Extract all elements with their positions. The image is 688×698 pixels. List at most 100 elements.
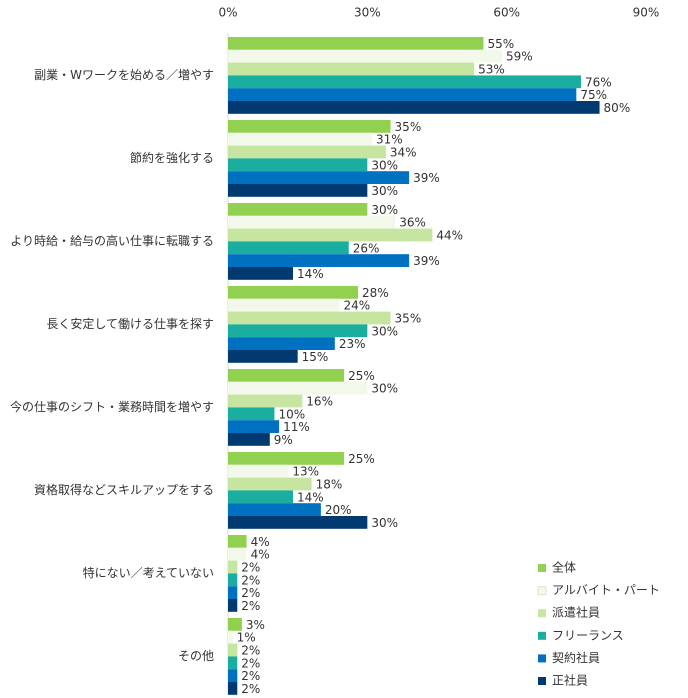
bar bbox=[228, 369, 345, 382]
value-label: 20% bbox=[325, 503, 352, 517]
category-label: 今の仕事のシフト・業務時間を増やす bbox=[10, 399, 214, 414]
bar bbox=[228, 158, 368, 172]
bar bbox=[228, 184, 368, 197]
bar bbox=[228, 120, 391, 133]
bar bbox=[228, 101, 600, 114]
value-label: 2% bbox=[241, 669, 260, 683]
bar bbox=[228, 381, 368, 395]
category-label: 特にない／考えていない bbox=[83, 565, 214, 580]
bar bbox=[228, 145, 386, 159]
value-label: 24% bbox=[343, 299, 370, 313]
bar bbox=[228, 241, 349, 255]
bar bbox=[228, 618, 242, 631]
value-label: 14% bbox=[297, 267, 324, 281]
legend-swatch bbox=[538, 677, 546, 685]
bar bbox=[228, 62, 475, 76]
legend-label: 契約社員 bbox=[552, 650, 600, 665]
bar bbox=[228, 503, 321, 516]
value-label: 30% bbox=[371, 324, 398, 338]
value-label: 30% bbox=[371, 203, 398, 217]
value-label: 1% bbox=[237, 631, 256, 645]
legend-label: 正社員 bbox=[552, 673, 588, 688]
bar bbox=[228, 420, 280, 433]
category-label: その他 bbox=[178, 649, 214, 663]
category-label: 資格取得などスキルアップをする bbox=[34, 482, 214, 497]
legend-label: 派遣社員 bbox=[552, 605, 600, 620]
value-label: 30% bbox=[371, 516, 398, 530]
value-label: 2% bbox=[241, 656, 260, 670]
bar bbox=[228, 88, 577, 101]
legend-label: アルバイト・パート bbox=[552, 583, 660, 597]
value-label: 35% bbox=[395, 120, 422, 134]
value-label: 2% bbox=[241, 682, 260, 696]
bar bbox=[228, 49, 503, 63]
value-label: 10% bbox=[278, 407, 305, 421]
value-label: 2% bbox=[241, 573, 260, 587]
bar bbox=[228, 337, 335, 350]
bar bbox=[228, 682, 238, 695]
bar bbox=[228, 630, 233, 644]
value-label: 76% bbox=[585, 75, 612, 89]
bar bbox=[228, 215, 396, 229]
bar bbox=[228, 171, 410, 184]
bar bbox=[228, 433, 270, 446]
bar bbox=[228, 286, 359, 299]
bar bbox=[228, 535, 247, 548]
value-label: 30% bbox=[371, 158, 398, 172]
bar bbox=[228, 267, 294, 280]
value-label: 25% bbox=[348, 452, 375, 466]
legend-swatch bbox=[537, 586, 547, 596]
x-tick-label: 30% bbox=[354, 6, 381, 20]
value-label: 28% bbox=[362, 286, 389, 300]
bar bbox=[228, 254, 410, 267]
bar bbox=[228, 599, 238, 612]
value-label: 36% bbox=[399, 216, 426, 230]
bar bbox=[228, 477, 312, 491]
value-label: 14% bbox=[297, 490, 324, 504]
x-tick-label: 90% bbox=[633, 6, 660, 20]
value-label: 25% bbox=[348, 369, 375, 383]
bar bbox=[228, 656, 238, 670]
value-label: 11% bbox=[283, 420, 310, 434]
value-label: 59% bbox=[506, 50, 533, 64]
value-label: 31% bbox=[376, 133, 403, 147]
legend-label: フリーランス bbox=[552, 628, 624, 642]
value-label: 3% bbox=[246, 618, 265, 632]
value-label: 2% bbox=[241, 586, 260, 600]
value-label: 55% bbox=[487, 37, 514, 51]
value-label: 26% bbox=[353, 241, 380, 255]
bar bbox=[228, 132, 372, 146]
bar bbox=[228, 311, 391, 325]
value-label: 30% bbox=[371, 382, 398, 396]
category-label: 長く安定して働ける仕事を探す bbox=[46, 316, 214, 331]
bar bbox=[228, 586, 238, 599]
value-label: 2% bbox=[241, 644, 260, 658]
value-label: 34% bbox=[390, 146, 417, 160]
value-label: 18% bbox=[316, 478, 343, 492]
value-label: 44% bbox=[436, 229, 463, 243]
value-label: 15% bbox=[302, 350, 329, 364]
value-label: 13% bbox=[292, 465, 319, 479]
bar bbox=[228, 560, 238, 574]
value-label: 16% bbox=[306, 395, 333, 409]
x-tick-label: 0% bbox=[218, 6, 237, 20]
value-label: 75% bbox=[580, 88, 607, 102]
bar bbox=[228, 324, 368, 338]
legend-swatch bbox=[538, 654, 546, 663]
category-label: より時給・給与の高い仕事に転職する bbox=[10, 233, 214, 248]
bar bbox=[228, 516, 368, 529]
value-label: 23% bbox=[339, 337, 366, 351]
value-label: 2% bbox=[241, 599, 260, 613]
bar bbox=[228, 228, 433, 242]
legend-label: 全体 bbox=[552, 560, 576, 575]
value-label: 39% bbox=[413, 254, 440, 268]
bar bbox=[228, 394, 303, 408]
bar bbox=[228, 298, 340, 312]
bar bbox=[228, 350, 298, 363]
legend-swatch bbox=[538, 631, 546, 640]
value-label: 2% bbox=[241, 561, 260, 575]
x-tick-label: 60% bbox=[493, 6, 520, 20]
value-label: 30% bbox=[371, 184, 398, 198]
bar bbox=[228, 643, 238, 657]
